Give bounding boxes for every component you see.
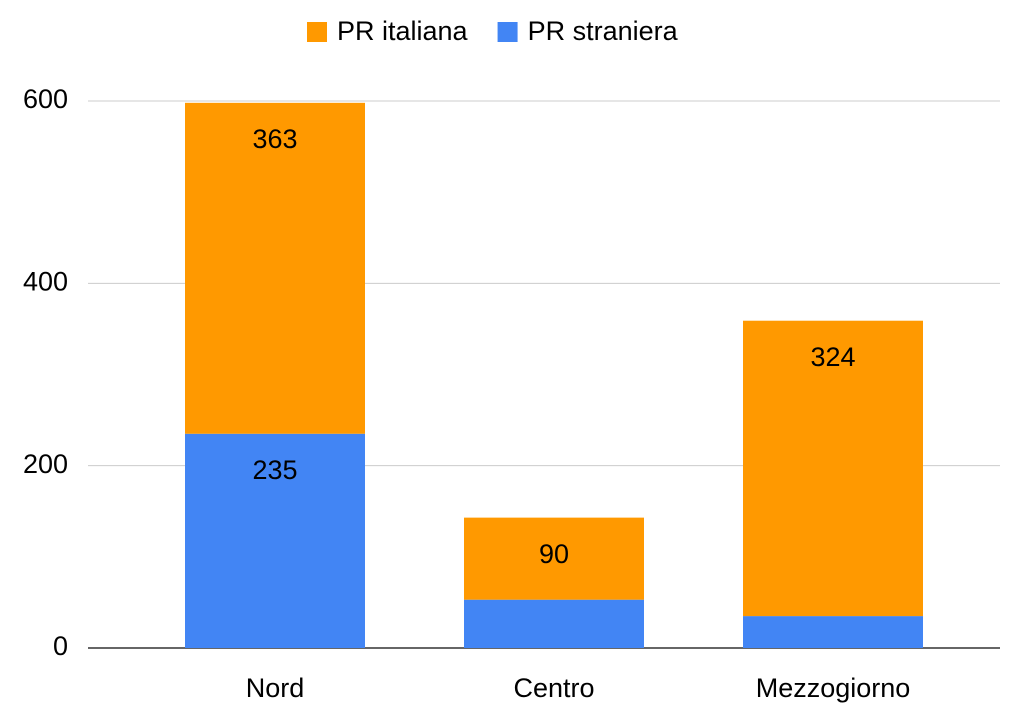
x-tick-label: Centro bbox=[513, 673, 594, 703]
y-tick-label: 400 bbox=[23, 266, 68, 296]
y-tick-label: 600 bbox=[23, 84, 68, 114]
bar-segment bbox=[743, 320, 923, 617]
bar-segment bbox=[464, 599, 644, 648]
bar-segment bbox=[185, 102, 365, 434]
data-label: 363 bbox=[252, 124, 297, 154]
data-label: 90 bbox=[539, 539, 569, 569]
x-tick-label: Mezzogiorno bbox=[756, 673, 911, 703]
y-tick-label: 0 bbox=[53, 631, 68, 661]
y-tick-label: 200 bbox=[23, 449, 68, 479]
x-tick-label: Nord bbox=[246, 673, 305, 703]
bar-segment bbox=[185, 433, 365, 648]
legend-label: PR straniera bbox=[528, 16, 679, 46]
legend-swatch bbox=[497, 22, 518, 42]
bar-segment bbox=[743, 616, 923, 648]
legend-swatch bbox=[307, 22, 327, 42]
bar-segment bbox=[464, 517, 644, 600]
data-label: 235 bbox=[252, 455, 297, 485]
legend-label: PR italiana bbox=[337, 16, 469, 46]
data-label: 324 bbox=[810, 342, 855, 372]
